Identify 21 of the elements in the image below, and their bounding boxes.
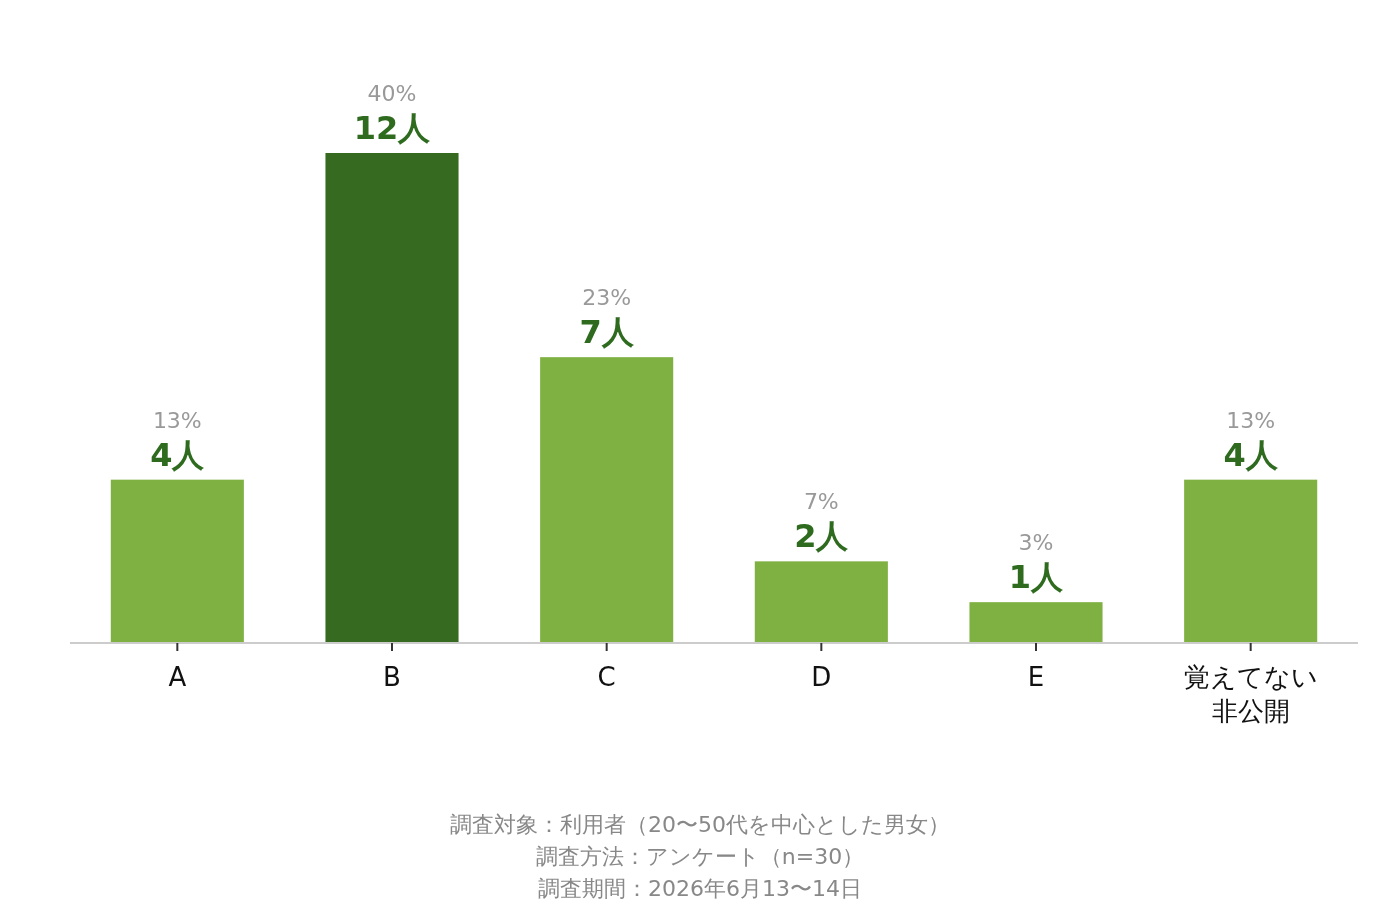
data-label: 7人 [579,313,635,352]
data-label: 4人 [1223,435,1279,474]
text: 調査期間：2026年6月13〜14日 [538,876,862,901]
x-tick-label: B [383,662,401,692]
annotation: 13% [1226,407,1276,433]
data-label: 2人 [794,517,850,556]
data-label: 12人 [353,109,432,147]
x-tick-label: E [1027,662,1045,692]
text: 調査方法：アンケート（n=30） [535,844,865,869]
text: 調査対象：利用者（20〜50代を中心とした男女） [450,812,950,837]
annotation: 40% [367,81,417,106]
x-tick-label: A [168,662,187,692]
annotation: 23% [582,285,632,311]
x-tick-label: D [811,662,832,692]
data-label: 4人 [150,435,206,474]
data-label: 1人 [1008,558,1065,597]
x-tick-label: C [597,662,616,692]
x-tick-label: 覚えてない非公開 [1183,662,1318,726]
annotation: 13% [152,407,202,433]
annotation: 3% [1018,530,1054,556]
annotation: 7% [803,489,839,515]
